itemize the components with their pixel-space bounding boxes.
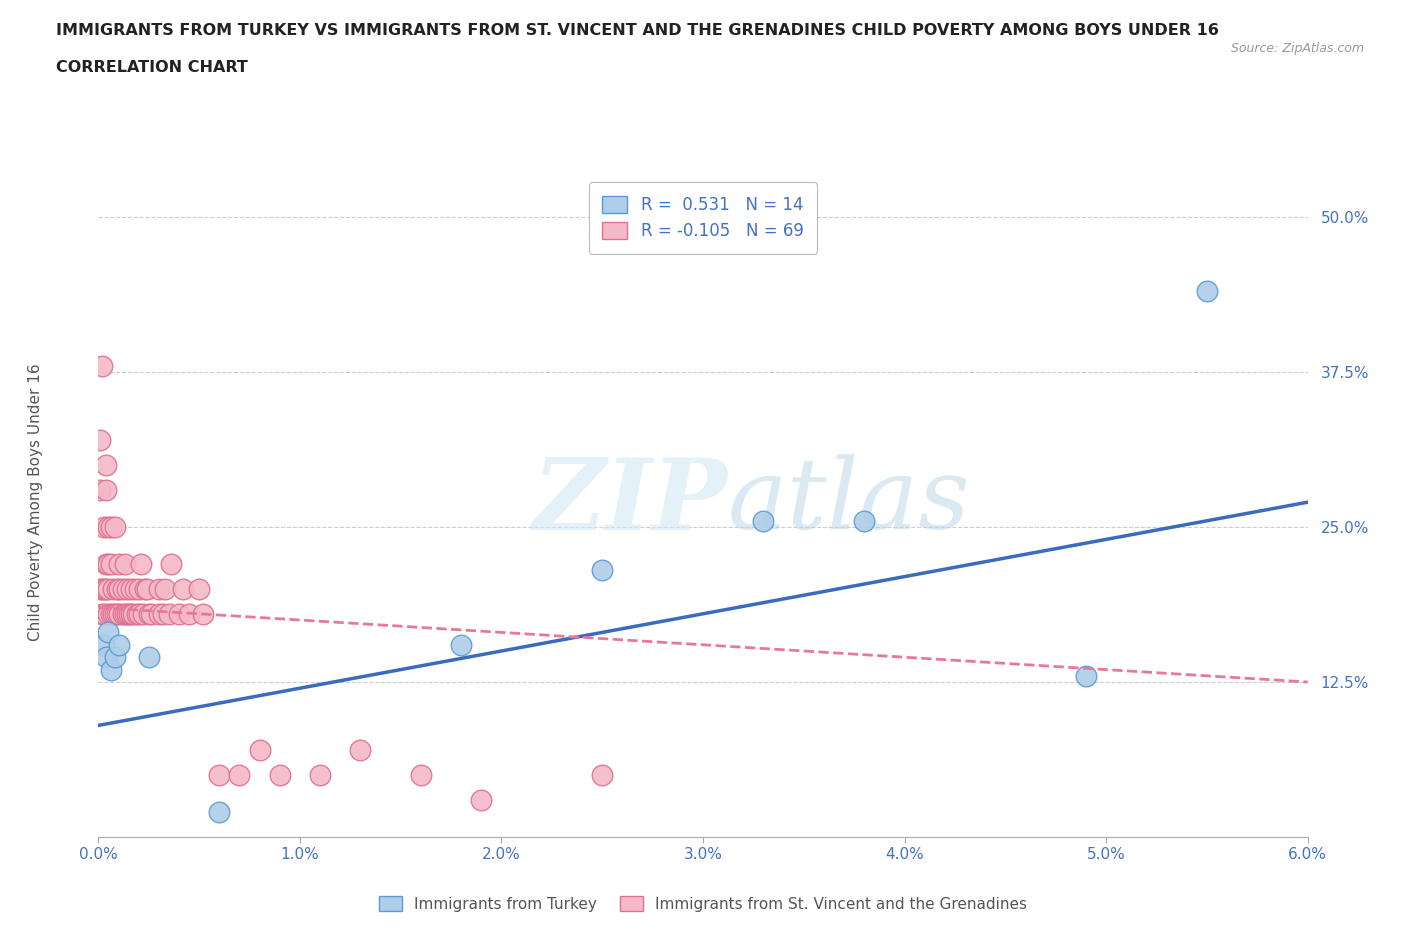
Point	[96, 458, 118, 472]
Point	[101, 606, 124, 621]
Point	[120, 581, 142, 596]
Point	[100, 520, 122, 535]
Point	[93, 606, 115, 621]
Point	[125, 606, 148, 621]
Point	[134, 581, 156, 596]
Legend: Immigrants from Turkey, Immigrants from St. Vincent and the Grenadines: Immigrants from Turkey, Immigrants from …	[373, 889, 1033, 918]
Point	[153, 581, 176, 596]
Point	[97, 606, 120, 621]
Text: atlas: atlas	[727, 455, 970, 550]
Point	[208, 804, 231, 819]
Point	[139, 606, 162, 621]
Point	[135, 581, 157, 596]
Point	[103, 520, 125, 535]
Point	[853, 513, 876, 528]
Point	[89, 432, 111, 447]
Point	[91, 606, 114, 621]
Point	[128, 606, 150, 621]
Point	[93, 581, 115, 596]
Point	[269, 767, 291, 782]
Point	[89, 483, 111, 498]
Point	[96, 650, 118, 665]
Point	[97, 625, 120, 640]
Point	[148, 581, 170, 596]
Text: Child Poverty Among Boys Under 16: Child Poverty Among Boys Under 16	[28, 364, 42, 641]
Point	[103, 650, 125, 665]
Point	[157, 606, 180, 621]
Point	[118, 606, 141, 621]
Point	[129, 557, 152, 572]
Point	[107, 557, 129, 572]
Text: CORRELATION CHART: CORRELATION CHART	[56, 60, 247, 75]
Point	[591, 767, 613, 782]
Point	[138, 606, 160, 621]
Point	[100, 662, 122, 677]
Point	[148, 606, 170, 621]
Point	[128, 581, 150, 596]
Point	[1195, 284, 1218, 299]
Point	[591, 563, 613, 578]
Point	[309, 767, 332, 782]
Point	[89, 581, 111, 596]
Point	[752, 513, 775, 528]
Point	[1074, 669, 1097, 684]
Point	[177, 606, 201, 621]
Point	[97, 581, 120, 596]
Point	[132, 606, 155, 621]
Point	[114, 606, 136, 621]
Point	[107, 581, 129, 596]
Point	[228, 767, 250, 782]
Legend: R =  0.531   N = 14, R = -0.105   N = 69: R = 0.531 N = 14, R = -0.105 N = 69	[589, 182, 817, 254]
Point	[208, 767, 231, 782]
Point	[193, 606, 215, 621]
Point	[167, 606, 190, 621]
Point	[107, 606, 129, 621]
Point	[91, 358, 114, 373]
Point	[111, 606, 134, 621]
Point	[114, 557, 136, 572]
Point	[91, 581, 114, 596]
Point	[96, 483, 118, 498]
Point	[111, 581, 134, 596]
Point	[249, 743, 271, 758]
Text: ZIP: ZIP	[533, 454, 727, 551]
Point	[103, 606, 125, 621]
Text: IMMIGRANTS FROM TURKEY VS IMMIGRANTS FROM ST. VINCENT AND THE GRENADINES CHILD P: IMMIGRANTS FROM TURKEY VS IMMIGRANTS FRO…	[56, 23, 1219, 38]
Point	[172, 581, 194, 596]
Point	[160, 557, 183, 572]
Point	[115, 606, 138, 621]
Point	[100, 606, 122, 621]
Point	[450, 637, 472, 652]
Point	[101, 581, 124, 596]
Point	[124, 581, 146, 596]
Point	[409, 767, 432, 782]
Point	[97, 557, 120, 572]
Point	[105, 581, 128, 596]
Text: Source: ZipAtlas.com: Source: ZipAtlas.com	[1230, 42, 1364, 55]
Point	[96, 581, 118, 596]
Point	[115, 581, 138, 596]
Point	[97, 520, 120, 535]
Point	[470, 792, 492, 807]
Point	[100, 557, 122, 572]
Point	[93, 637, 115, 652]
Point	[96, 557, 118, 572]
Point	[107, 637, 129, 652]
Point	[120, 606, 142, 621]
Point	[105, 606, 128, 621]
Point	[152, 606, 174, 621]
Point	[93, 520, 115, 535]
Point	[121, 606, 143, 621]
Point	[349, 743, 371, 758]
Point	[188, 581, 211, 596]
Point	[138, 650, 160, 665]
